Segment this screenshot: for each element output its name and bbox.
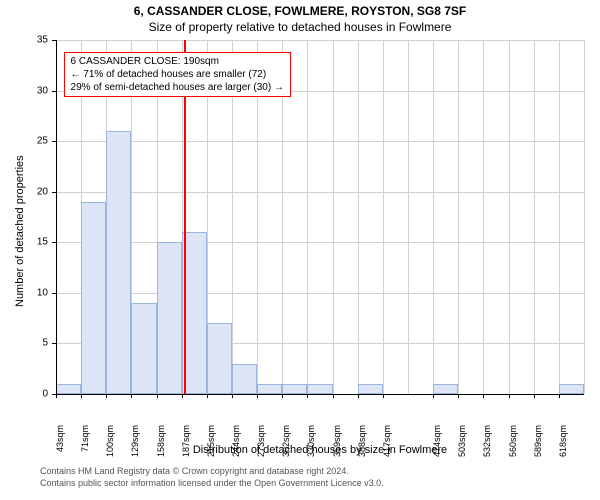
y-tick-label: 0 xyxy=(28,389,48,400)
histogram-bar xyxy=(433,384,458,394)
grid-line xyxy=(358,40,359,394)
x-tick-label: 273sqm xyxy=(256,425,266,465)
grid-line xyxy=(383,40,384,394)
x-tick xyxy=(483,394,484,398)
x-tick xyxy=(182,394,183,398)
histogram-bar xyxy=(559,384,584,394)
histogram-bar xyxy=(131,303,156,394)
x-tick xyxy=(282,394,283,398)
grid-line xyxy=(56,192,584,193)
y-tick-label: 15 xyxy=(28,237,48,248)
histogram-bar xyxy=(358,384,383,394)
x-tick-label: 532sqm xyxy=(482,425,492,465)
x-tick xyxy=(383,394,384,398)
x-tick-label: 388sqm xyxy=(357,425,367,465)
x-tick xyxy=(106,394,107,398)
x-tick xyxy=(307,394,308,398)
grid-line xyxy=(483,40,484,394)
histogram-bar xyxy=(307,384,332,394)
chart-container: 6, CASSANDER CLOSE, FOWLMERE, ROYSTON, S… xyxy=(0,0,600,500)
x-tick-label: 560sqm xyxy=(508,425,518,465)
x-tick-label: 330sqm xyxy=(306,425,316,465)
x-tick-label: 417sqm xyxy=(382,425,392,465)
histogram-bar xyxy=(282,384,307,394)
grid-line xyxy=(408,40,409,394)
x-tick-label: 215sqm xyxy=(206,425,216,465)
x-tick xyxy=(157,394,158,398)
y-tick-label: 5 xyxy=(28,338,48,349)
grid-line xyxy=(307,40,308,394)
grid-line xyxy=(433,40,434,394)
grid-line xyxy=(56,141,584,142)
x-tick-label: 158sqm xyxy=(156,425,166,465)
x-tick-label: 359sqm xyxy=(332,425,342,465)
x-axis xyxy=(56,394,584,395)
x-tick xyxy=(433,394,434,398)
x-tick xyxy=(56,394,57,398)
histogram-bar xyxy=(232,364,257,394)
x-tick xyxy=(358,394,359,398)
x-tick xyxy=(232,394,233,398)
x-tick-label: 43sqm xyxy=(55,425,65,465)
grid-line xyxy=(509,40,510,394)
grid-line xyxy=(584,40,585,394)
y-axis-label: Number of detached properties xyxy=(14,155,26,307)
chart-title-address: 6, CASSANDER CLOSE, FOWLMERE, ROYSTON, S… xyxy=(0,4,600,18)
histogram-bar xyxy=(257,384,282,394)
property-info-box: 6 CASSANDER CLOSE: 190sqm← 71% of detach… xyxy=(64,52,291,97)
grid-line xyxy=(559,40,560,394)
grid-line xyxy=(534,40,535,394)
x-tick-label: 129sqm xyxy=(130,425,140,465)
x-tick-label: 187sqm xyxy=(181,425,191,465)
x-tick xyxy=(458,394,459,398)
x-tick-label: 244sqm xyxy=(231,425,241,465)
x-tick-label: 503sqm xyxy=(457,425,467,465)
x-tick xyxy=(534,394,535,398)
x-tick xyxy=(333,394,334,398)
x-tick-label: 302sqm xyxy=(281,425,291,465)
x-tick xyxy=(257,394,258,398)
x-tick xyxy=(131,394,132,398)
x-tick-label: 474sqm xyxy=(432,425,442,465)
histogram-bar xyxy=(106,131,131,394)
footer-line-1: Contains HM Land Registry data © Crown c… xyxy=(40,466,384,478)
histogram-bar xyxy=(207,323,232,394)
grid-line xyxy=(56,242,584,243)
grid-line xyxy=(56,40,584,41)
x-tick xyxy=(207,394,208,398)
y-tick-label: 30 xyxy=(28,85,48,96)
histogram-bar xyxy=(157,242,182,394)
info-box-line-1: 6 CASSANDER CLOSE: 190sqm xyxy=(71,55,284,68)
info-box-line-2: ← 71% of detached houses are smaller (72… xyxy=(71,68,284,81)
histogram-bar xyxy=(81,202,106,394)
footer-attribution: Contains HM Land Registry data © Crown c… xyxy=(40,466,384,489)
x-tick-label: 589sqm xyxy=(533,425,543,465)
y-tick-label: 35 xyxy=(28,35,48,46)
x-tick xyxy=(509,394,510,398)
y-tick-label: 20 xyxy=(28,186,48,197)
y-axis xyxy=(56,40,57,394)
chart-title-subtitle: Size of property relative to detached ho… xyxy=(0,20,600,34)
x-tick-label: 71sqm xyxy=(80,425,90,465)
histogram-bar xyxy=(56,384,81,394)
x-tick-label: 100sqm xyxy=(105,425,115,465)
y-tick-label: 10 xyxy=(28,287,48,298)
x-tick xyxy=(81,394,82,398)
x-tick xyxy=(559,394,560,398)
y-tick-label: 25 xyxy=(28,136,48,147)
info-box-line-3: 29% of semi-detached houses are larger (… xyxy=(71,81,284,94)
grid-line xyxy=(333,40,334,394)
footer-line-2: Contains public sector information licen… xyxy=(40,478,384,490)
grid-line xyxy=(56,293,584,294)
grid-line xyxy=(458,40,459,394)
x-tick-label: 618sqm xyxy=(558,425,568,465)
